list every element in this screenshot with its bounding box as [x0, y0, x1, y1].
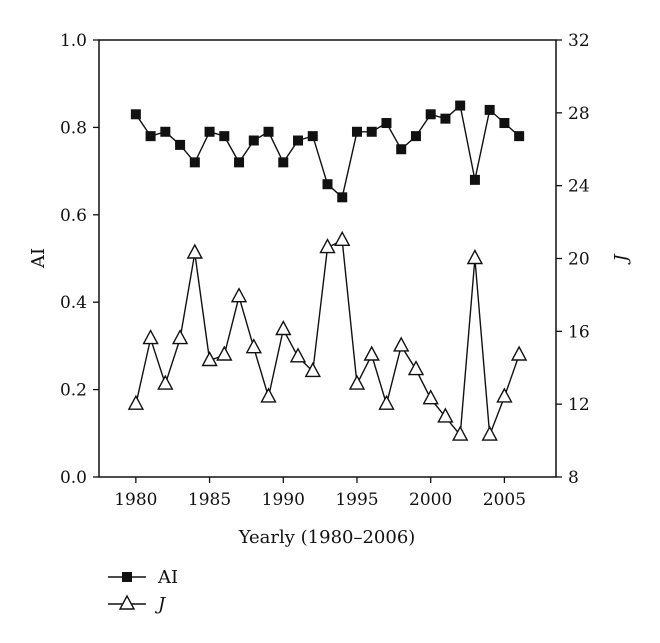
x-tick-label-2005: 2005	[483, 490, 526, 510]
point-ai-1989	[263, 126, 274, 137]
point-j-1994	[334, 230, 351, 247]
x-tick-label-1980: 1980	[114, 490, 157, 510]
point-ai-1994	[337, 192, 348, 203]
y-axis-right-label: J	[611, 253, 632, 266]
point-ai-1986	[219, 131, 230, 142]
y-right-tick-label-0: 8	[568, 468, 579, 488]
x-axis-label: Yearly (1980–2006)	[238, 527, 416, 548]
point-ai-2004	[484, 104, 495, 115]
point-ai-1992	[307, 131, 318, 142]
x-tick-label-1985: 1985	[188, 490, 231, 510]
y-left-tick-label-4: 0.8	[60, 118, 87, 138]
point-ai-1985	[204, 126, 215, 137]
point-ai-2005	[499, 118, 510, 129]
legend: AI J	[108, 567, 178, 615]
point-j-1999	[407, 360, 425, 376]
point-ai-1990	[278, 157, 289, 168]
point-j-1993	[319, 238, 336, 254]
point-j-1988	[245, 338, 262, 354]
point-ai-2003	[469, 174, 480, 185]
y-left-tick-label-2: 0.4	[60, 293, 87, 313]
point-j-1998	[393, 336, 410, 352]
y-axis-left-label: AI	[28, 248, 49, 269]
point-j-2005	[496, 387, 513, 403]
x-tick-label-2000: 2000	[409, 490, 452, 510]
y-left-tick-label-5: 1.0	[60, 31, 87, 51]
legend-label-j: J	[154, 594, 167, 615]
x-tick-label-1995: 1995	[335, 490, 378, 510]
point-j-1984	[186, 243, 203, 259]
point-j-1990	[275, 320, 292, 336]
legend-entry-j: J	[108, 594, 167, 615]
y-right-tick-label-6: 32	[568, 31, 590, 51]
point-ai-1996	[366, 126, 377, 137]
point-ai-1982	[160, 126, 171, 137]
y-right-tick-label-5: 28	[568, 104, 590, 124]
y-left-tick-label-3: 0.6	[60, 206, 87, 226]
y-right-tick-label-2: 16	[568, 322, 590, 342]
point-ai-1999	[410, 131, 421, 142]
y-axis-right: 8 12 16 20 24 28 32	[556, 31, 590, 488]
point-j-1986	[216, 345, 233, 361]
point-j-2002	[452, 425, 469, 441]
point-j-1983	[171, 329, 189, 345]
point-ai-2000	[425, 109, 436, 120]
point-j-1995	[348, 374, 366, 390]
legend-label-ai: AI	[157, 567, 178, 588]
point-ai-1993	[322, 179, 333, 190]
point-j-2000	[422, 389, 439, 405]
y-left-tick-label-0: 0.0	[60, 468, 87, 488]
y-left-tick-label-1: 0.2	[60, 381, 87, 401]
legend-marker-j	[118, 594, 136, 610]
point-j-2001	[437, 407, 454, 423]
x-axis: 1980 1985 1990 1995 2000 2005	[114, 477, 526, 510]
point-j-1997	[378, 394, 395, 410]
point-ai-2006	[514, 131, 525, 142]
point-ai-1988	[248, 135, 259, 146]
point-j-1992	[304, 361, 321, 378]
point-j-1985	[201, 351, 218, 367]
point-j-2004	[481, 425, 498, 441]
point-ai-1984	[189, 157, 200, 168]
point-j-2006	[510, 345, 528, 361]
series-j	[127, 230, 528, 441]
point-j-1980	[127, 394, 145, 410]
point-j-1981	[142, 329, 159, 345]
point-j-1987	[230, 287, 248, 303]
point-ai-1983	[175, 139, 186, 150]
point-j-2003	[466, 249, 484, 265]
point-ai-1998	[396, 144, 407, 155]
point-ai-1987	[234, 157, 245, 168]
point-ai-2001	[440, 113, 451, 124]
point-ai-1980	[130, 109, 141, 120]
series-ai	[130, 100, 525, 203]
point-ai-1995	[351, 126, 362, 137]
legend-entry-ai: AI	[108, 567, 178, 588]
legend-marker-ai	[122, 572, 132, 582]
point-ai-1997	[381, 118, 392, 129]
point-j-1982	[157, 374, 174, 390]
point-j-1991	[289, 347, 307, 363]
point-ai-2002	[455, 100, 466, 111]
y-axis-left: 0.0 0.2 0.4 0.6 0.8 1.0	[60, 31, 99, 488]
point-ai-1991	[293, 135, 304, 146]
point-j-1989	[260, 387, 277, 403]
x-tick-label-1990: 1990	[262, 490, 305, 510]
series-line-j	[135, 239, 520, 437]
y-right-tick-label-1: 12	[568, 395, 590, 415]
y-right-tick-label-4: 24	[568, 177, 590, 197]
point-ai-1981	[145, 131, 156, 142]
point-j-1996	[363, 345, 380, 361]
y-right-tick-label-3: 20	[568, 250, 590, 270]
